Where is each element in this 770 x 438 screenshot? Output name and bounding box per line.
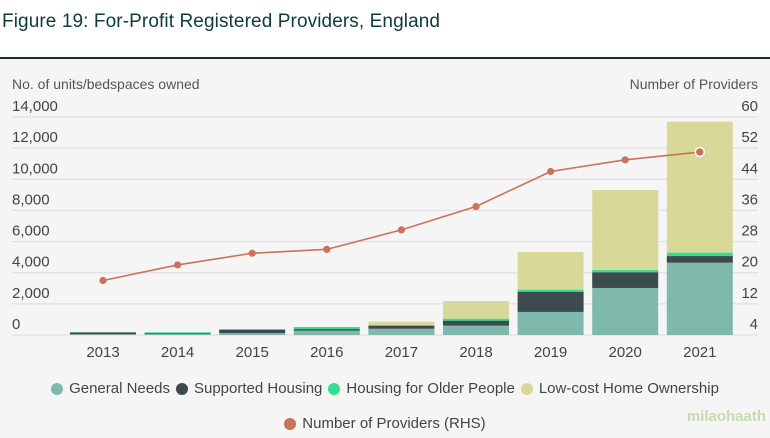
legend-label: Low-cost Home Ownership — [538, 380, 719, 397]
legend-item: Supported Housing — [175, 380, 323, 397]
x-tick-label: 2014 — [161, 344, 194, 361]
y-tick-label: 12,000 — [12, 129, 58, 146]
legend-swatch — [175, 382, 188, 395]
legend-label: Housing for Older People — [346, 380, 515, 397]
legend-item: General Needs — [51, 380, 170, 397]
bar-low-cost-home-ownership-2018 — [443, 301, 509, 319]
legend-swatch — [520, 382, 533, 395]
providers-point-2013 — [99, 276, 107, 285]
bar-housing-for-older-people-2020 — [592, 270, 659, 273]
y-tick-label: 0 — [12, 316, 20, 333]
providers-point-2017 — [397, 226, 405, 234]
providers-point-2021 — [694, 146, 706, 158]
bar-general-needs-2014 — [144, 333, 211, 335]
y2-tick-label: 60 — [741, 98, 758, 115]
providers-point-2019 — [547, 167, 555, 176]
y-tick-label: 4,000 — [12, 254, 50, 271]
providers-point-2020 — [621, 156, 629, 164]
y-tick-label: 2,000 — [12, 285, 50, 302]
legend-swatch — [328, 382, 341, 395]
bar-general-needs-2016 — [293, 330, 360, 335]
title-divider — [0, 57, 770, 59]
y2-tick-label: 44 — [741, 160, 758, 177]
bar-housing-for-older-people-2021 — [666, 252, 733, 257]
legend: General Needs Supported Housing Housing fo… — [0, 380, 770, 399]
bar-supported-housing-2017 — [368, 325, 435, 329]
bar-supported-housing-2019 — [517, 291, 584, 312]
bar-supported-housing-2021 — [666, 256, 733, 263]
bar-housing-for-older-people-2018 — [443, 318, 509, 321]
legend-swatch — [284, 417, 297, 430]
bar-housing-for-older-people-2017 — [368, 325, 435, 326]
bar-general-needs-2017 — [368, 328, 435, 335]
bar-low-cost-home-ownership-2017 — [368, 321, 435, 326]
x-tick-label: 2020 — [609, 344, 642, 361]
bar-general-needs-2013 — [70, 334, 136, 336]
x-tick-label: 2018 — [459, 344, 492, 361]
y2-tick-label: 12 — [741, 285, 758, 302]
bar-low-cost-home-ownership-2020 — [592, 190, 659, 271]
legend-label: General Needs — [69, 380, 170, 397]
y2-tick-label: 4 — [750, 316, 758, 333]
legend-item: Housing for Older People — [328, 380, 515, 397]
bar-general-needs-2020 — [592, 287, 659, 335]
y2-axis-label: Number of Providers — [630, 76, 758, 92]
y-tick-label: 10,000 — [12, 160, 58, 177]
y2-tick-label: 36 — [741, 191, 758, 208]
x-tick-label: 2015 — [236, 344, 269, 361]
y-axis-label: No. of units/bedspaces owned — [12, 76, 200, 92]
legend-item-providers: Number of Providers (RHS) — [284, 415, 486, 432]
chart-title: Figure 19: For-Profit Registered Provide… — [2, 11, 441, 32]
x-tick-label: 2016 — [310, 344, 343, 361]
bar-low-cost-home-ownership-2021 — [666, 121, 733, 253]
bar-housing-for-older-people-2019 — [517, 289, 584, 292]
bar-general-needs-2019 — [517, 311, 584, 335]
bar-supported-housing-2015 — [219, 329, 286, 334]
legend-swatch — [51, 382, 64, 395]
y-tick-label: 6,000 — [12, 223, 50, 240]
legend-label: Supported Housing — [193, 380, 323, 397]
legend-label: Number of Providers (RHS) — [302, 415, 486, 432]
x-tick-label: 2013 — [86, 344, 119, 361]
x-tick-label: 2017 — [385, 344, 418, 361]
y-tick-label: 8,000 — [12, 191, 50, 208]
bar-housing-for-older-people-2016 — [293, 327, 360, 330]
y-tick-label: 14,000 — [12, 98, 58, 115]
x-tick-label: 2019 — [534, 344, 567, 361]
bar-supported-housing-2014 — [144, 332, 211, 334]
bar-general-needs-2021 — [666, 262, 733, 335]
y2-tick-label: 20 — [741, 254, 758, 271]
legend-item: Low-cost Home Ownership — [520, 380, 719, 397]
providers-point-2018 — [472, 202, 480, 211]
bar-general-needs-2015 — [219, 333, 286, 335]
legend-line: Number of Providers (RHS) — [0, 415, 770, 434]
y2-tick-label: 52 — [741, 129, 758, 146]
providers-point-2014 — [174, 261, 182, 269]
bar-supported-housing-2020 — [592, 272, 659, 288]
x-tick-label: 2021 — [683, 344, 716, 361]
bar-general-needs-2018 — [443, 325, 509, 335]
y2-tick-label: 28 — [741, 223, 758, 240]
bar-supported-housing-2016 — [293, 329, 360, 331]
bar-low-cost-home-ownership-2019 — [517, 252, 584, 290]
providers-point-2016 — [323, 245, 331, 253]
providers-point-2015 — [248, 249, 256, 257]
bar-housing-for-older-people-2014 — [144, 332, 211, 334]
bar-supported-housing-2018 — [443, 320, 509, 326]
watermark-logo: milaohaath — [686, 408, 766, 425]
bar-supported-housing-2013 — [70, 332, 136, 335]
